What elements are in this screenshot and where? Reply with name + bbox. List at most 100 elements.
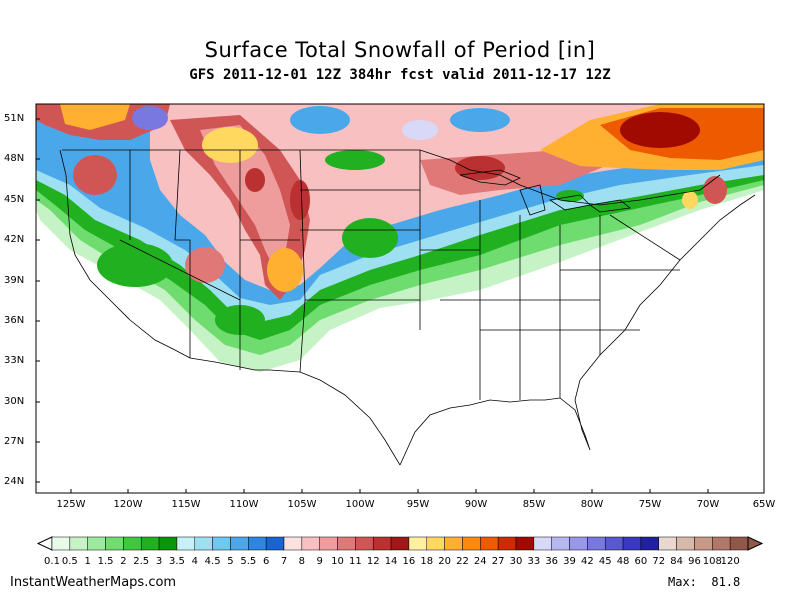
colorbar-label: 0.5: [61, 556, 78, 567]
lon-label: 120W: [113, 499, 143, 510]
max-readout: Max: 81.8: [668, 575, 740, 589]
lon-label: 85W: [522, 499, 546, 510]
max-label: Max:: [668, 575, 697, 589]
lat-label: 36N: [4, 315, 25, 326]
colorbar-swatch: [444, 536, 463, 551]
colorbar-label: 10: [331, 556, 344, 567]
colorbar-label: 4.5: [204, 556, 221, 567]
colorbar-label: 27: [491, 556, 505, 567]
colorbar-label: 60: [634, 556, 648, 567]
lat-label: 39N: [4, 275, 25, 286]
colorbar-swatch: [712, 536, 731, 551]
colorbar-label: 48: [616, 556, 630, 567]
lon-label: 110W: [229, 499, 259, 510]
plot-frame: [35, 103, 765, 494]
colorbar-label: 18: [420, 556, 434, 567]
colorbar-label: 39: [563, 556, 576, 567]
colorbar-swatch: [622, 536, 642, 551]
colorbar-swatch: [640, 536, 660, 551]
colorbar-label: 1.5: [97, 556, 114, 567]
colorbar-label: 6: [262, 556, 270, 567]
colorbar-swatch: [658, 536, 677, 551]
colorbar-label: 2: [120, 556, 127, 567]
colorbar-low-arrow: [36, 536, 53, 551]
colorbar-label: 0.1: [44, 556, 60, 567]
colorbar-swatch: [337, 536, 356, 551]
colorbar-label: 96: [688, 556, 701, 567]
colorbar-swatch: [426, 536, 445, 551]
colorbar-swatch: [372, 536, 392, 551]
colorbar-label: 84: [670, 556, 683, 567]
colorbar-swatch: [176, 536, 196, 551]
lon-label: 75W: [638, 499, 662, 510]
colorbar-label: 1: [84, 556, 91, 567]
colorbar-swatch: [212, 536, 231, 551]
lon-label: 115W: [171, 499, 201, 510]
colorbar-label: 72: [652, 556, 666, 567]
colorbar-label: 5.5: [240, 556, 257, 567]
colorbar-label: 120: [720, 556, 740, 567]
colorbar-label: 14: [384, 556, 398, 567]
colorbar-label: 3: [155, 556, 163, 567]
colorbar-swatch: [604, 536, 624, 551]
colorbar-label: 42: [581, 556, 594, 567]
colorbar-swatch: [729, 536, 749, 551]
colorbar-swatch: [319, 536, 338, 551]
lon-label: 80W: [580, 499, 604, 510]
colorbar-label: 24: [473, 556, 487, 567]
colorbar: [36, 536, 764, 551]
colorbar-label: 3.5: [168, 556, 185, 567]
lat-label: 24N: [4, 476, 25, 487]
boundaries: [59, 149, 756, 466]
colorbar-swatch: [105, 536, 124, 551]
lon-label: 65W: [752, 499, 776, 510]
lat-label: 27N: [4, 436, 25, 447]
colorbar-swatch: [69, 536, 88, 551]
lon-label: 125W: [56, 499, 86, 510]
map-subtitle: GFS 2011-12-01 12Z 384hr fcst valid 2011…: [189, 67, 611, 83]
colorbar-label: 11: [349, 556, 362, 567]
lat-label: 30N: [4, 396, 25, 407]
colorbar-swatch: [390, 536, 410, 551]
colorbar-swatch: [676, 536, 695, 551]
max-value: 81.8: [711, 575, 741, 589]
colorbar-swatch: [158, 536, 178, 551]
lat-label: 45N: [4, 194, 25, 205]
colorbar-swatch: [408, 536, 428, 551]
colorbar-label: 36: [545, 556, 559, 567]
colorbar-label: 16: [402, 556, 416, 567]
lat-label: 42N: [4, 234, 25, 245]
colorbar-swatch: [87, 536, 106, 551]
colorbar-label: 30: [509, 556, 523, 567]
snowfall-fields: [36, 104, 764, 493]
colorbar-swatch: [140, 536, 160, 551]
colorbar-label: 8: [298, 556, 306, 567]
colorbar-label: 9: [316, 556, 323, 567]
colorbar-high-arrow: [747, 536, 764, 551]
colorbar-label: 7: [280, 556, 288, 567]
lat-label: 48N: [4, 153, 25, 164]
colorbar-label: 20: [438, 556, 451, 567]
site-credit: InstantWeatherMaps.com: [10, 575, 177, 590]
colorbar-swatch: [123, 536, 142, 551]
colorbar-swatch: [480, 536, 499, 551]
axis-ticks: [36, 118, 709, 493]
colorbar-swatch: [230, 536, 249, 551]
lon-label: 105W: [287, 499, 317, 510]
colorbar-swatch: [497, 536, 517, 551]
colorbar-label: 5: [227, 556, 234, 567]
colorbar-swatch: [587, 536, 606, 551]
lon-label: 100W: [345, 499, 375, 510]
map-title: Surface Total Snowfall of Period [in]: [204, 38, 596, 62]
colorbar-label: 108: [702, 556, 722, 567]
colorbar-swatch: [283, 536, 303, 551]
colorbar-swatch: [462, 536, 481, 551]
lon-label: 95W: [406, 499, 430, 510]
colorbar-swatch: [194, 536, 213, 551]
colorbar-swatch: [265, 536, 285, 551]
colorbar-swatch: [694, 536, 713, 551]
colorbar-swatch: [515, 536, 535, 551]
colorbar-swatch: [551, 536, 570, 551]
colorbar-label: 33: [527, 556, 541, 567]
